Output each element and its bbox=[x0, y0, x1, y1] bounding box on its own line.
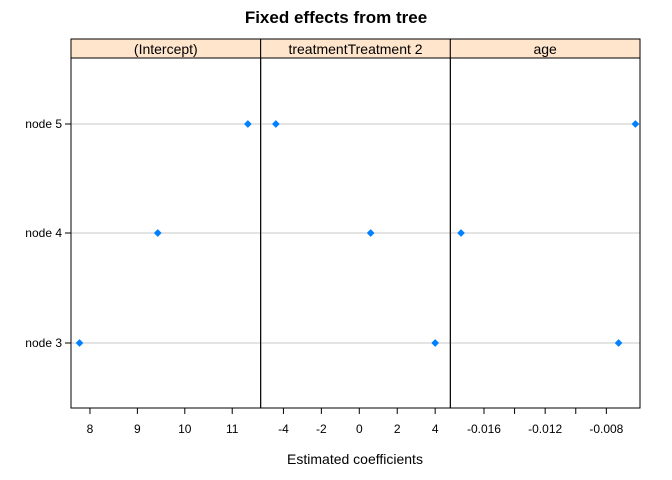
data-point bbox=[457, 229, 465, 237]
y-tick-label: node 3 bbox=[25, 336, 62, 350]
panel-0: (Intercept) 8 9 10 11 bbox=[70, 38, 262, 436]
x-tick-label: 10 bbox=[178, 422, 192, 436]
x-tick-label: 11 bbox=[226, 422, 239, 436]
panel-1: treatmentTreatment 2 -4 -2 0 2 4 bbox=[260, 38, 451, 436]
panel-strip-label: age bbox=[533, 41, 557, 57]
x-tick-label: 2 bbox=[394, 422, 401, 436]
y-axis: node 3 node 4 node 5 bbox=[25, 117, 71, 350]
y-tick-label: node 4 bbox=[25, 226, 62, 240]
x-axis-label: Estimated coefficients bbox=[287, 451, 423, 467]
panel-strip-label: treatmentTreatment 2 bbox=[288, 41, 422, 57]
y-tick-label: node 5 bbox=[25, 117, 62, 131]
panel-2: age -0.016 -0.012 -0.008 bbox=[449, 38, 641, 436]
chart-title: Fixed effects from tree bbox=[245, 8, 427, 27]
x-tick-label: -0.008 bbox=[589, 422, 623, 436]
x-tick-label: 9 bbox=[134, 422, 141, 436]
data-point bbox=[271, 120, 280, 128]
x-tick-label: -0.016 bbox=[467, 422, 501, 436]
data-point bbox=[614, 339, 623, 347]
x-tick-label: -2 bbox=[316, 422, 327, 436]
panel-strip-label: (Intercept) bbox=[134, 41, 198, 57]
data-point bbox=[153, 229, 162, 237]
data-point bbox=[75, 339, 84, 347]
x-tick-label: 8 bbox=[87, 422, 94, 436]
data-point bbox=[366, 229, 375, 237]
x-tick-label: 4 bbox=[432, 422, 439, 436]
data-point bbox=[431, 339, 440, 347]
data-point bbox=[631, 120, 640, 128]
panels: (Intercept) 8 9 10 11 treatmentTreatment 2 -4 -… bbox=[70, 38, 641, 436]
x-tick-label: -0.012 bbox=[528, 422, 562, 436]
data-point bbox=[243, 120, 252, 128]
x-tick-label: -4 bbox=[278, 422, 289, 436]
x-tick-label: 0 bbox=[356, 422, 363, 436]
